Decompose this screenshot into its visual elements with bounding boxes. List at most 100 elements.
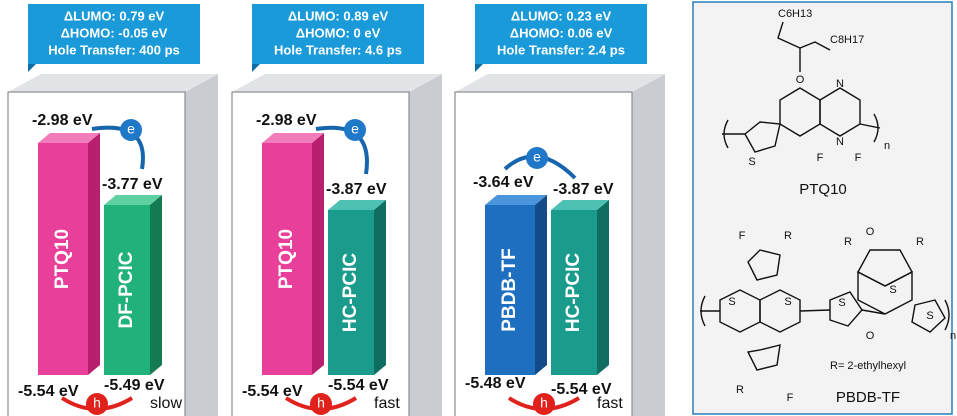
bar-label: DF-PCIC <box>116 251 137 328</box>
bar-top <box>328 200 386 210</box>
thiophene <box>746 344 781 371</box>
side-chain: C6H13 <box>778 8 812 20</box>
box-top <box>8 74 218 92</box>
atom: R <box>844 236 852 248</box>
transfer-rate: fast <box>597 395 623 412</box>
ring <box>857 270 913 315</box>
atom: S <box>784 296 791 308</box>
bar-label: PTQ10 <box>276 229 297 289</box>
bond <box>799 309 831 312</box>
bar <box>38 143 88 375</box>
hole-label: h <box>93 395 101 411</box>
bar-top <box>485 195 547 205</box>
bar <box>551 210 597 375</box>
atom: S <box>889 284 896 296</box>
hole <box>310 393 332 415</box>
repeat-index: n <box>950 330 956 342</box>
atom: F <box>787 392 794 404</box>
header-line: ΔLUMO: 0.79 eV <box>64 8 165 23</box>
atom: S <box>926 310 933 322</box>
bar-label: PBDB-TF <box>499 248 520 331</box>
bar-side <box>88 133 100 375</box>
atom: F <box>817 152 824 164</box>
acceptor-homo: -5.54 eV <box>551 381 612 398</box>
electron-label: e <box>533 149 541 165</box>
hole-label: h <box>540 395 548 411</box>
bracket <box>700 295 950 331</box>
header-line: Hole Transfer: 2.4 ps <box>497 42 625 57</box>
acceptor-lumo: -3.87 eV <box>326 181 387 198</box>
hole <box>533 393 555 415</box>
atom: N <box>836 78 844 90</box>
atom: S <box>748 156 755 168</box>
header-box <box>475 4 647 64</box>
header-fold <box>475 64 483 72</box>
hole-label: h <box>317 395 325 411</box>
bar <box>328 210 374 375</box>
electron <box>526 147 548 169</box>
acceptor-lumo: -3.87 eV <box>553 181 614 198</box>
bar-top <box>104 195 162 205</box>
header-line: Hole Transfer: 400 ps <box>48 42 180 57</box>
structure-panel <box>692 1 953 415</box>
atom: S <box>838 297 845 309</box>
header-fold <box>252 64 260 72</box>
thiophene <box>747 249 781 281</box>
electron <box>344 119 366 141</box>
box-top <box>455 74 665 92</box>
bond <box>861 309 886 315</box>
atom: N <box>836 136 844 148</box>
acceptor-homo: -5.54 eV <box>328 377 389 394</box>
atom: R <box>736 384 744 396</box>
acceptor-homo: -5.49 eV <box>104 377 165 394</box>
substituent-note: R= 2-ethylhexyl <box>830 360 906 372</box>
atom: F <box>739 230 746 242</box>
bar-label: HC-PCIC <box>563 253 584 332</box>
bar-side <box>535 195 547 375</box>
atom: S <box>728 296 735 308</box>
header-box <box>252 4 424 64</box>
header-line: ΔLUMO: 0.23 eV <box>511 8 612 23</box>
thiophene <box>829 291 863 327</box>
electron <box>120 119 142 141</box>
bar-side <box>150 195 162 375</box>
energy-panel: ΔLUMO: 0.23 eV ΔHOMO: 0.06 eV Hole Transfe… <box>454 4 665 416</box>
header-line: ΔHOMO: 0 eV <box>296 25 381 40</box>
bracket <box>723 113 879 149</box>
donor-homo: -5.48 eV <box>465 375 526 392</box>
energy-panel: ΔLUMO: 0.89 eV ΔHOMO: 0 eV Hole Transfer: … <box>231 4 442 416</box>
ptq10-structure <box>722 21 881 153</box>
box-side <box>409 74 442 416</box>
donor-lumo: -2.98 eV <box>256 112 317 129</box>
acceptor-lumo: -3.77 eV <box>102 176 163 193</box>
bond <box>859 123 881 129</box>
atom: F <box>855 152 862 164</box>
box-top <box>232 74 442 92</box>
transfer-rate: fast <box>374 395 400 412</box>
header-line: ΔHOMO: -0.05 eV <box>61 25 168 40</box>
box-side <box>632 74 665 416</box>
atom: R <box>916 236 924 248</box>
bar-label: PTQ10 <box>52 229 73 289</box>
ring <box>759 289 801 333</box>
bar-top <box>38 133 100 143</box>
bar <box>262 143 312 375</box>
bar-side <box>374 200 386 375</box>
transfer-rate: slow <box>150 395 182 412</box>
bar <box>485 205 535 375</box>
header-fold <box>28 64 36 72</box>
bar-label: HC-PCIC <box>340 253 361 332</box>
electron-label: e <box>127 121 135 137</box>
energy-panel: ΔLUMO: 0.79 eV ΔHOMO: -0.05 eV Hole Transf… <box>7 4 218 416</box>
header-line: Hole Transfer: 4.6 ps <box>274 42 402 57</box>
donor-lumo: -3.64 eV <box>473 174 534 191</box>
bar-top <box>551 200 609 210</box>
bar-side <box>597 200 609 375</box>
bar-side <box>312 133 324 375</box>
header-line: ΔLUMO: 0.89 eV <box>288 8 389 23</box>
hole <box>86 393 108 415</box>
polymer-name: PBDB-TF <box>836 389 900 406</box>
side-chain: C8H17 <box>830 34 864 46</box>
box-side <box>185 74 218 416</box>
